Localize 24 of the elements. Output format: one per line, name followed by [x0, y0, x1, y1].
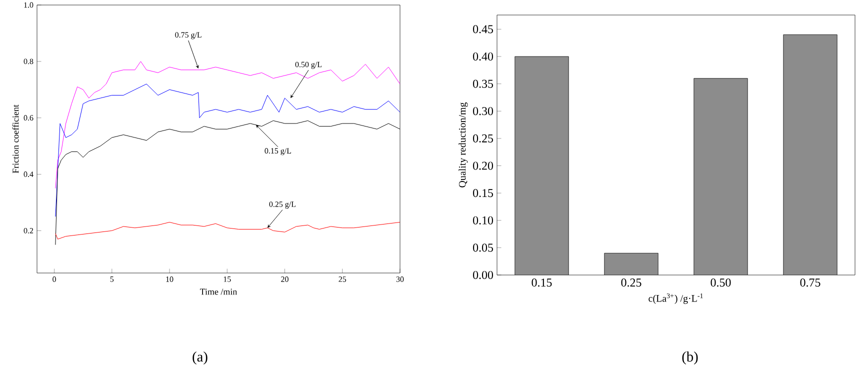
y-tick-label: 0.05	[473, 244, 494, 252]
bar	[604, 252, 658, 275]
x-tick-label: 0.75	[800, 278, 820, 287]
y-tick-label: 0.10	[473, 216, 494, 224]
y-tick-label: 0.00	[473, 270, 494, 280]
text: (b)	[682, 351, 698, 364]
x-axis-title: Time /min	[200, 288, 238, 295]
y-axis-title: Friction coefficient	[12, 104, 19, 174]
y-tick-label: 0.35	[473, 80, 494, 88]
x-axis-title: c(La$^{3+}$) /g·L$^{-1}$	[648, 293, 703, 304]
y-tick-label: 0.15	[473, 189, 494, 198]
x-tick-label: 0.50	[710, 278, 731, 287]
y-axis-title: Quality reduction/mg	[458, 102, 468, 188]
bar	[694, 78, 748, 275]
x-tick-label: 0.25	[621, 278, 642, 287]
bar	[514, 56, 569, 275]
x-tick-label: 0.15	[532, 278, 552, 287]
y-tick-label: 0.20	[473, 162, 494, 170]
text: (a)	[192, 351, 208, 364]
bar	[783, 34, 838, 275]
y-tick-label: 0.45	[473, 25, 494, 34]
y-tick-label: 0.40	[473, 52, 494, 61]
y-tick-label: 0.25	[473, 134, 494, 143]
y-tick-label: 0.30	[473, 107, 494, 116]
